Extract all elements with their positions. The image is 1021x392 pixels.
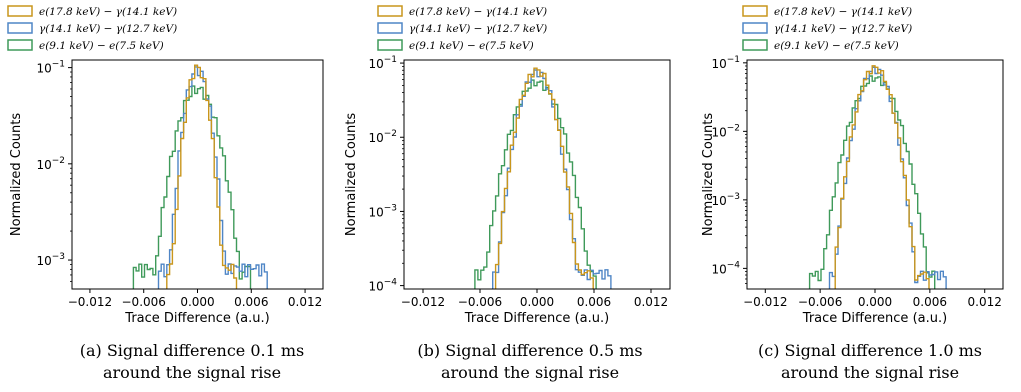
histogram-series-1 — [834, 65, 930, 289]
legend-label: γ(14.1 keV) − γ(12.7 keV) — [774, 23, 912, 35]
plot-frame — [746, 59, 1004, 290]
histogram-series-1 — [494, 67, 594, 289]
legend-swatch — [7, 39, 33, 51]
legend-swatch — [742, 22, 768, 34]
subplot-3: e(17.8 keV) − γ(14.1 keV) γ(14.1 keV) − γ… — [701, 5, 1004, 382]
subfigure-caption: (a) Signal difference 0.1 ms — [80, 341, 305, 360]
x-tick-label: 0.000 — [858, 295, 892, 309]
histogram-series-3 — [808, 75, 936, 289]
x-tick-label: −0.006 — [122, 295, 166, 309]
legend-swatch — [742, 39, 768, 51]
histogram-series-2 — [828, 66, 947, 289]
legend-label: e(9.1 keV) − e(7.5 keV) — [409, 40, 534, 52]
subfigure-caption: (b) Signal difference 0.5 ms — [417, 341, 642, 360]
x-tick-label: −0.006 — [798, 295, 842, 309]
legend-swatch — [7, 5, 33, 17]
x-tick-label: 0.000 — [180, 295, 214, 309]
histogram-series-1 — [166, 64, 238, 289]
subplot-2: e(17.8 keV) − γ(14.1 keV) γ(14.1 keV) − γ… — [344, 5, 671, 382]
histogram-series-2 — [492, 69, 612, 289]
x-axis-label: Trace Difference (a.u.) — [124, 311, 269, 326]
legend-label: γ(14.1 keV) − γ(12.7 keV) — [409, 23, 547, 35]
x-tick-label: 0.006 — [577, 295, 611, 309]
x-tick-label: −0.006 — [458, 295, 502, 309]
legend-swatch — [742, 5, 768, 17]
y-tick-label: 10−3 — [368, 203, 397, 219]
legend-label: e(17.8 keV) − γ(14.1 keV) — [409, 6, 547, 18]
y-tick-label: 10−3 — [36, 252, 65, 268]
y-tick-label: 10−4 — [711, 260, 740, 276]
histogram-series-3 — [474, 79, 597, 289]
legend-label: e(9.1 keV) − e(7.5 keV) — [39, 40, 164, 52]
subfigure-caption-line2: around the signal rise — [781, 363, 959, 382]
histogram-series-3 — [132, 85, 252, 289]
legend-swatch — [377, 39, 403, 51]
y-tick-label: 10−1 — [36, 60, 65, 76]
histogram-series-2 — [157, 66, 268, 289]
plot-frame — [403, 59, 671, 290]
x-tick-label: 0.012 — [968, 295, 1002, 309]
y-axis-label: Normalized Counts — [9, 113, 24, 236]
y-tick-label: 10−2 — [36, 156, 65, 172]
x-tick-label: −0.012 — [743, 295, 787, 309]
y-tick-label: 10−2 — [711, 123, 740, 139]
legend-label: e(9.1 keV) − e(7.5 keV) — [774, 40, 899, 52]
legend-swatch — [377, 22, 403, 34]
y-axis-label: Normalized Counts — [701, 113, 716, 236]
subfigure-caption-line2: around the signal rise — [103, 363, 281, 382]
subfigure-caption: (c) Signal difference 1.0 ms — [758, 341, 982, 360]
legend-swatch — [377, 5, 403, 17]
x-tick-label: −0.012 — [68, 295, 112, 309]
y-tick-label: 10−2 — [368, 129, 397, 145]
subfigure-caption-line2: around the signal rise — [441, 363, 619, 382]
y-tick-label: 10−1 — [711, 55, 740, 71]
legend-label: e(17.8 keV) − γ(14.1 keV) — [774, 6, 912, 18]
y-tick-label: 10−1 — [368, 55, 397, 71]
subplot-1: e(17.8 keV) − γ(14.1 keV) γ(14.1 keV) − γ… — [7, 5, 324, 382]
plot-frame — [71, 59, 324, 290]
x-tick-label: 0.006 — [234, 295, 268, 309]
y-tick-label: 10−3 — [711, 192, 740, 208]
x-axis-label: Trace Difference (a.u.) — [802, 311, 947, 326]
x-tick-label: 0.012 — [288, 295, 322, 309]
x-tick-label: 0.006 — [913, 295, 947, 309]
y-axis-label: Normalized Counts — [344, 113, 359, 236]
x-tick-label: 0.000 — [520, 295, 554, 309]
x-axis-label: Trace Difference (a.u.) — [464, 311, 609, 326]
legend-label: γ(14.1 keV) − γ(12.7 keV) — [39, 23, 177, 35]
x-tick-label: 0.012 — [634, 295, 668, 309]
x-tick-label: −0.012 — [401, 295, 445, 309]
legend-label: e(17.8 keV) − γ(14.1 keV) — [39, 6, 177, 18]
y-tick-label: 10−4 — [368, 278, 397, 294]
legend-swatch — [7, 22, 33, 34]
